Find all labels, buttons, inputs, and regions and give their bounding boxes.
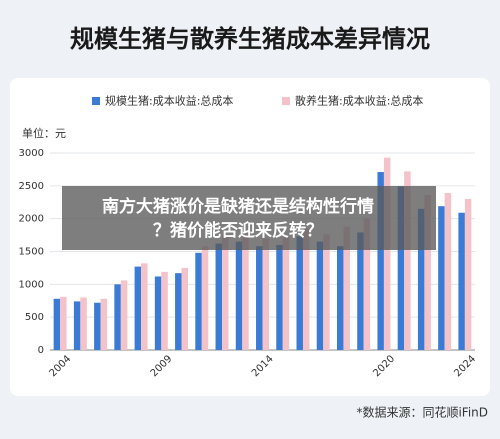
bar [343, 226, 350, 350]
y-tick-label: 3000 [19, 148, 44, 159]
bar [296, 236, 303, 350]
bar [154, 276, 162, 350]
bar [397, 186, 405, 350]
bar [383, 157, 391, 350]
bar [323, 234, 330, 350]
bar [444, 193, 452, 350]
bar [282, 237, 290, 350]
legend: 规模生猪:成本收益:总成本 散养生猪:成本收益:总成本 [92, 94, 423, 108]
bar [53, 298, 61, 350]
bar [256, 246, 263, 350]
legend-swatch [92, 97, 100, 105]
source: *数据来源：同花顺iFinD [356, 405, 488, 420]
bar [60, 296, 67, 350]
bar [276, 244, 283, 350]
bar [114, 284, 121, 350]
bar [80, 297, 87, 350]
y-tick-label: 1500 [19, 247, 44, 258]
bar [222, 235, 229, 350]
legend-label: 散养生猪:成本收益:总成本 [295, 94, 423, 108]
bar [316, 241, 324, 350]
y-tick-label: 2500 [19, 181, 44, 192]
bar [100, 298, 108, 350]
y-tick-label: 500 [25, 312, 44, 323]
bar [134, 266, 142, 350]
y-tick-label: 2000 [19, 214, 44, 225]
banner-background [62, 186, 436, 250]
unit-label: 单位：元 [22, 126, 66, 140]
banner-text: 南方大猪涨价是缺猪还是结构性行情 [102, 196, 374, 217]
bar [363, 218, 371, 350]
y-tick-label: 1000 [19, 279, 44, 290]
bar [120, 280, 128, 350]
bar [141, 263, 148, 350]
bar [161, 271, 168, 350]
bar [235, 241, 243, 350]
overlay-banner: 南方大猪涨价是缺猪还是结构性行情 ？猪价能否迎来反转？ [62, 186, 436, 250]
bar [302, 228, 310, 350]
bar [195, 252, 202, 350]
bar [458, 212, 465, 350]
legend-swatch [282, 97, 290, 105]
bar [424, 195, 431, 350]
bar [215, 243, 223, 350]
bar [357, 232, 364, 350]
bar [175, 273, 182, 350]
bar [94, 302, 101, 350]
bar [181, 267, 189, 350]
bar [417, 208, 425, 350]
bar [201, 246, 209, 350]
bar [242, 234, 249, 350]
chart-title: 规模生猪与散养生猪成本差异情况 [70, 25, 430, 53]
y-tick-label: 0 [38, 345, 44, 356]
legend-label: 规模生猪:成本收益:总成本 [105, 94, 233, 108]
bar [73, 301, 81, 350]
banner-text: ？猪价能否迎来反转？ [153, 220, 323, 241]
bar [438, 206, 445, 350]
bar [336, 246, 344, 350]
bar [404, 171, 411, 350]
bar [262, 238, 269, 350]
bar [464, 198, 472, 350]
bar [377, 172, 384, 350]
